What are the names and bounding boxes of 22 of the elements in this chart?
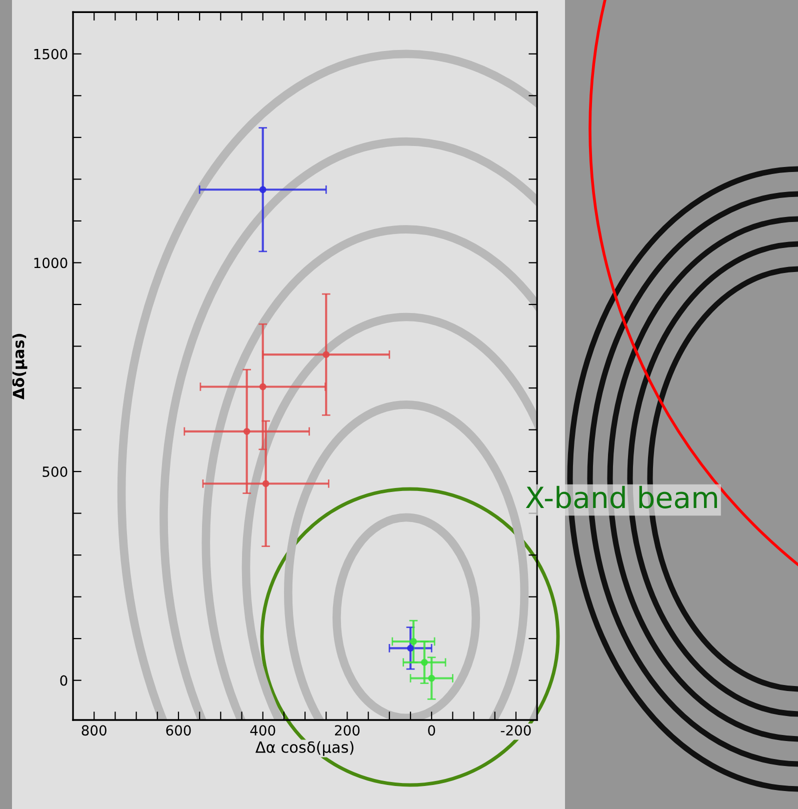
x-axis-title: Δα cosδ(μas)	[255, 741, 354, 756]
point	[410, 638, 417, 645]
x-tick-label: 400	[250, 725, 276, 736]
y-tick-label: 1500	[34, 48, 68, 60]
y-axis-title: Δδ(μas)	[12, 334, 28, 400]
point	[428, 674, 436, 682]
point	[259, 383, 266, 390]
point	[262, 480, 270, 488]
point	[407, 644, 414, 652]
point	[420, 658, 428, 666]
point	[259, 186, 266, 194]
y-tick-label: 0	[60, 675, 68, 686]
y-tick-label: 500	[42, 466, 68, 477]
x-tick-label: 200	[334, 725, 360, 736]
point	[243, 428, 250, 435]
annotation: X-band beam	[526, 486, 717, 508]
y-tick-label: 1000	[34, 258, 68, 268]
x-tick-label: 800	[82, 725, 106, 736]
x-tick-label: -200	[500, 725, 531, 736]
x-tick-label: 600	[166, 725, 191, 736]
x-tick-label: 0	[428, 725, 436, 736]
point	[322, 351, 330, 358]
